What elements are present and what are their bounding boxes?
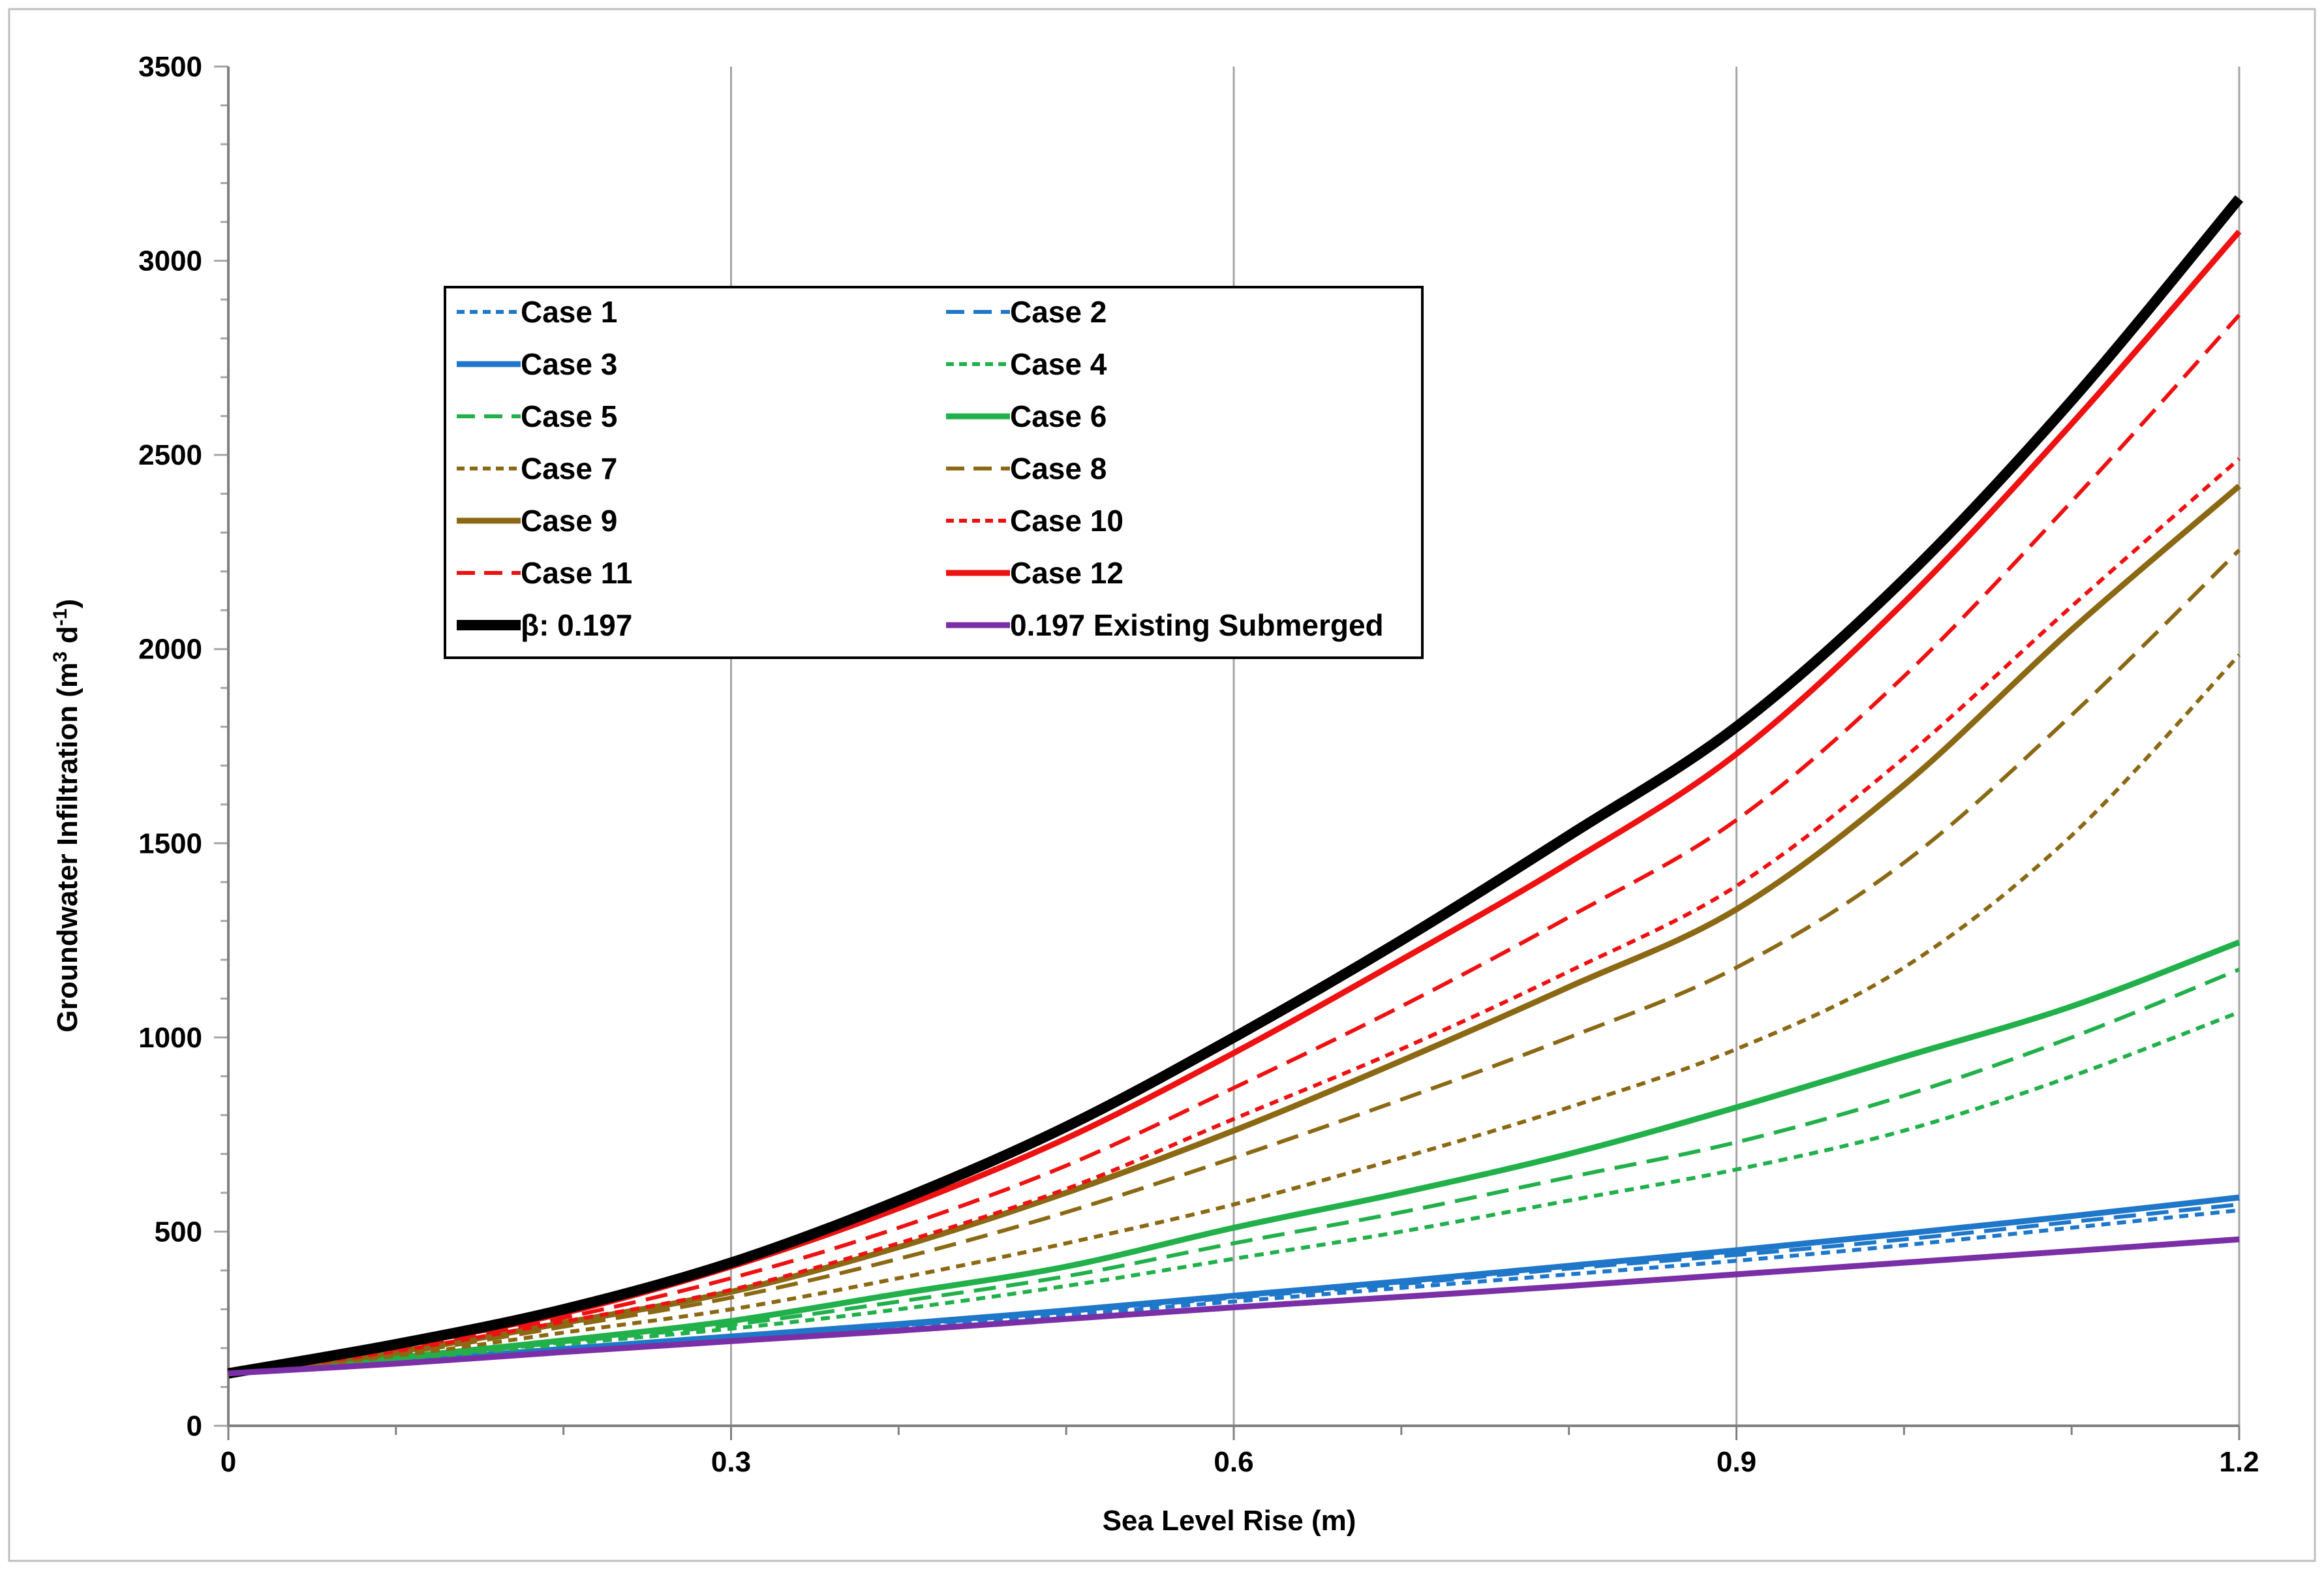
series-line-case-3 (228, 1194, 2240, 1377)
legend-label: Case 6 (1010, 399, 1107, 433)
series-line-case-11 (228, 313, 2241, 1376)
x-tick-label: 0.6 (1214, 1446, 1253, 1478)
legend-label: Case 9 (521, 504, 617, 538)
legend-label: Case 7 (521, 452, 617, 485)
legend-label: Case 1 (521, 295, 617, 329)
x-axis-title: Sea Level Rise (m) (1103, 1505, 1356, 1537)
legend-label: Case 11 (521, 556, 632, 590)
legend-box (444, 286, 1424, 659)
legend-label: β: 0.197 (521, 608, 632, 642)
y-tick-label: 1500 (138, 827, 202, 859)
legend-label: Case 3 (521, 347, 617, 381)
legend: Case 1 Case 2 Case 3 Case 4 Case 5 Case 6 Case… (444, 286, 1424, 659)
y-tick-label: 1000 (138, 1022, 202, 1054)
tick-labels: 0 500 1000 1500 2000 2500 3000 3500 0 0.3 0.6 0.9 1.… (138, 51, 2259, 1478)
x-tick-label: 0.3 (711, 1446, 751, 1478)
series-line-case-8 (228, 548, 2241, 1376)
y-tick-label: 2500 (138, 439, 202, 471)
y-tick-label: 2000 (138, 634, 202, 666)
legend-label: Case 10 (1010, 504, 1124, 538)
legend-label: Case 2 (1010, 295, 1107, 329)
y-tick-label: 3500 (138, 51, 202, 83)
y-axis-title-sup2: -1 (50, 609, 71, 626)
x-tick-label: 1.2 (2219, 1446, 2259, 1478)
y-axis-title: Groundwater Infiltration (m3 d-1) (50, 599, 84, 1032)
y-tick-label: 0 (187, 1410, 202, 1442)
axes (227, 67, 2239, 1427)
legend-label: Case 5 (521, 399, 617, 433)
series-line-0-197 (227, 195, 2244, 1379)
legend-label: Case 8 (1010, 452, 1107, 485)
x-tick-label: 0 (221, 1446, 236, 1478)
series-line-case-9 (228, 484, 2241, 1377)
y-tick-label: 3000 (138, 245, 202, 277)
y-axis-title-end: ) (52, 599, 84, 609)
y-axis-title-sup1: 3 (50, 651, 71, 662)
series-line-0-197-existing-submerged (228, 1236, 2240, 1377)
legend-label: Case 12 (1010, 556, 1124, 590)
minor-ticks (214, 65, 2240, 1440)
legend-label: Case 4 (1010, 347, 1107, 381)
series-line-case-7 (228, 653, 2241, 1376)
x-tick-label: 0.9 (1717, 1446, 1756, 1478)
legend-label: 0.197 Existing Submerged (1010, 608, 1384, 642)
y-tick-label: 500 (155, 1216, 202, 1248)
series-lines (227, 195, 2244, 1379)
chart-border (8, 8, 2316, 1562)
series-line-case-6 (228, 939, 2240, 1377)
y-axis-title-main: Groundwater Infiltration (m (52, 662, 84, 1032)
y-axis-title-mid: d (52, 626, 84, 651)
